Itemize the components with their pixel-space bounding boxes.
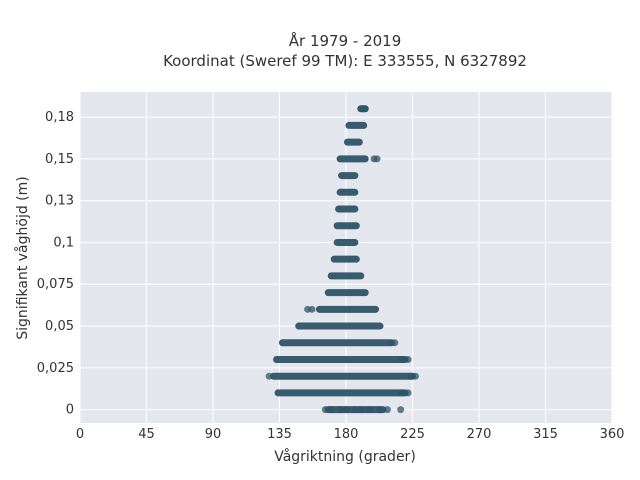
- data-point: [327, 406, 335, 414]
- x-axis-title: Vågriktning (grader): [274, 448, 416, 465]
- data-point: [357, 406, 365, 414]
- y-tick-label: 0,025: [37, 361, 74, 376]
- data-point: [404, 389, 412, 397]
- x-tick-label: 315: [533, 427, 558, 442]
- x-axis-ticks: 0 45 90 135 180 225 270 315 360: [76, 427, 625, 442]
- chart-subtitle: Koordinat (Sweref 99 TM): E 333555, N 63…: [163, 52, 527, 70]
- y-tick-label: 0,15: [45, 152, 74, 167]
- x-tick-label: 135: [267, 427, 292, 442]
- y-tick-label: 0,1: [53, 235, 74, 250]
- data-point: [361, 105, 369, 113]
- y-axis-ticks: 0 0,025 0,05 0,075 0,1 0,13 0,15 0,18: [37, 110, 74, 418]
- x-tick-label: 45: [138, 427, 155, 442]
- data-points: [265, 105, 419, 414]
- x-tick-label: 225: [400, 427, 425, 442]
- data-point: [397, 406, 405, 414]
- data-point: [265, 372, 273, 380]
- data-point: [376, 406, 384, 414]
- data-point: [336, 406, 344, 414]
- data-point: [342, 406, 350, 414]
- y-tick-label: 0,13: [45, 194, 74, 209]
- data-point: [351, 406, 359, 414]
- y-tick-label: 0: [66, 403, 74, 418]
- data-point: [398, 355, 406, 363]
- data-point: [373, 155, 381, 163]
- data-point: [308, 305, 316, 313]
- x-tick-label: 90: [205, 427, 222, 442]
- x-tick-label: 270: [467, 427, 492, 442]
- y-tick-label: 0,05: [45, 319, 74, 334]
- data-point: [383, 406, 391, 414]
- x-tick-label: 180: [334, 427, 359, 442]
- data-point: [366, 406, 374, 414]
- y-tick-label: 0,075: [37, 277, 74, 292]
- data-point: [398, 389, 406, 397]
- y-tick-label: 0,18: [45, 110, 74, 125]
- data-point: [411, 372, 419, 380]
- data-point: [391, 339, 399, 347]
- chart-title: År 1979 - 2019: [289, 31, 402, 50]
- y-axis-title: Signifikant våghöjd (m): [14, 176, 31, 339]
- data-point: [321, 406, 329, 414]
- data-point: [404, 355, 412, 363]
- x-tick-label: 360: [600, 427, 625, 442]
- x-tick-label: 0: [76, 427, 84, 442]
